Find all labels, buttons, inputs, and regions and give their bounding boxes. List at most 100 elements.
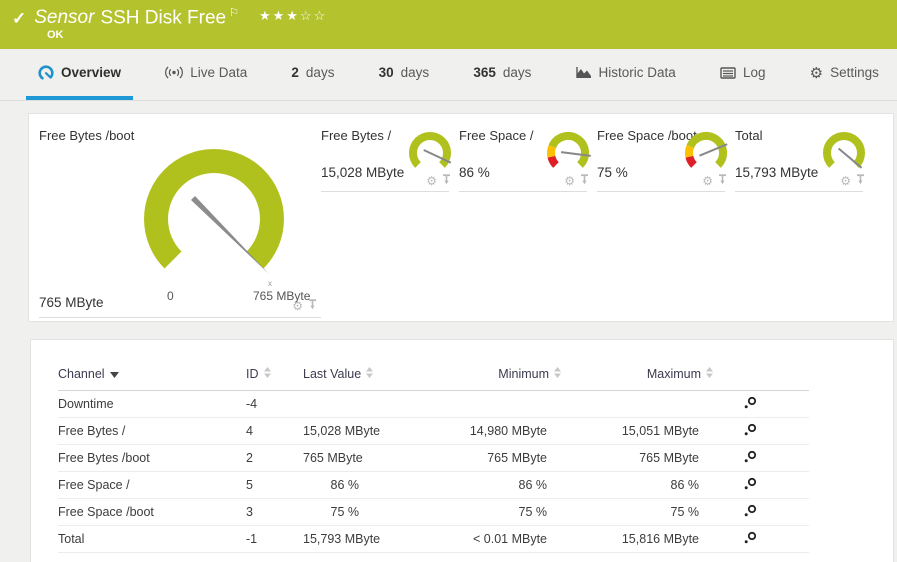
minimum-value: 75 % xyxy=(373,498,561,526)
channel-settings-icon[interactable] xyxy=(743,396,757,413)
pin-icon[interactable] xyxy=(856,172,865,190)
sensor-name: SSH Disk Free xyxy=(100,7,227,29)
last-value: 86 % xyxy=(303,471,373,499)
tab-label: days xyxy=(305,65,335,80)
pin-icon[interactable] xyxy=(580,172,589,190)
pin-icon[interactable] xyxy=(308,297,317,315)
tab-settings[interactable]: ⚙ Settings xyxy=(798,49,891,100)
pin-icon[interactable] xyxy=(718,172,727,190)
primary-gauge-cell[interactable]: Free Bytes /boot x 0 765 MByte 765 MByte… xyxy=(39,128,321,318)
tab-label: days xyxy=(502,65,532,80)
tab-number: 2 xyxy=(291,65,299,80)
channel-settings-icon[interactable] xyxy=(743,531,757,548)
maximum-value: 765 MByte xyxy=(561,444,713,472)
table-row[interactable]: Free Space /boot 3 75 % 75 % 75 % xyxy=(58,498,809,526)
column-header-last-value[interactable]: Last Value xyxy=(303,340,374,391)
channel-gear-icon[interactable]: ⚙ xyxy=(292,299,303,313)
column-header-id[interactable]: ID xyxy=(246,340,303,391)
status-check-icon: ✓ xyxy=(12,9,27,28)
column-header-maximum[interactable]: Maximum xyxy=(561,340,713,391)
channel-name: Free Bytes /boot xyxy=(58,444,246,472)
priority-stars[interactable]: ★★★☆☆ xyxy=(258,8,328,23)
channel-id: 3 xyxy=(246,498,303,526)
table-row[interactable]: Free Bytes /boot 2 765 MByte 765 MByte 7… xyxy=(58,444,809,472)
column-header-minimum[interactable]: Minimum xyxy=(373,340,561,391)
table-header-row: Channel ID Last Value Minimum Maximum xyxy=(58,340,809,391)
sort-both-icon xyxy=(554,367,561,381)
tab-historic-data[interactable]: Historic Data xyxy=(564,49,688,100)
channel-settings-icon[interactable] xyxy=(743,477,757,494)
column-header-channel[interactable]: Channel xyxy=(58,340,246,391)
status-badge: OK xyxy=(47,29,64,41)
tab-live-data[interactable]: Live Data xyxy=(153,49,259,100)
mini-gauge-cell-free-bytes-root[interactable]: Free Bytes / 15,028 MByte ⚙ xyxy=(321,128,459,192)
mini-gauge xyxy=(547,131,591,168)
mini-gauge xyxy=(685,131,728,168)
tab-365-days[interactable]: 365 days xyxy=(461,49,543,100)
channel-settings-icon[interactable] xyxy=(743,504,757,521)
channel-gear-icon[interactable]: ⚙ xyxy=(702,174,713,188)
maximum-value xyxy=(561,390,713,418)
mini-gauge-cell-total[interactable]: Total 15,793 MByte ⚙ xyxy=(735,128,873,192)
table-row[interactable]: Downtime -4 xyxy=(58,390,809,418)
last-value: 75 % xyxy=(303,498,373,526)
channel-id: 2 xyxy=(246,444,303,472)
mini-gauge-cell-free-space-root[interactable]: Free Space / 86 % ⚙ xyxy=(459,128,597,192)
channel-name: Free Space /boot xyxy=(58,498,246,526)
channel-name: Total xyxy=(58,525,246,553)
primary-gauge-title: Free Bytes /boot xyxy=(39,128,135,143)
channel-settings-icon[interactable] xyxy=(743,423,757,440)
tab-number: 30 xyxy=(378,65,394,80)
tab-strip: Overview Live Data 2 days 30 days 365 xyxy=(0,49,897,101)
tab-label: Overview xyxy=(61,65,122,80)
flag-icon[interactable]: ⚐ xyxy=(229,7,239,19)
channel-gear-icon[interactable]: ⚙ xyxy=(564,174,575,188)
mini-gauge-title: Free Space / xyxy=(459,128,534,143)
channel-id: 4 xyxy=(246,417,303,445)
log-list-icon xyxy=(720,66,736,79)
mini-gauge xyxy=(409,131,452,168)
mini-gauge xyxy=(823,131,865,169)
table-row[interactable]: Free Bytes / 4 15,028 MByte 14,980 MByte… xyxy=(58,417,809,445)
maximum-value: 15,816 MByte xyxy=(561,525,713,553)
sensor-type-label: Sensor xyxy=(34,7,95,29)
last-value: 15,028 MByte xyxy=(303,417,380,445)
channel-table-panel: Channel ID Last Value Minimum Maximum xyxy=(30,339,894,562)
overview-panel: Free Bytes /boot x 0 765 MByte 765 MByte… xyxy=(28,113,894,322)
tab-overview[interactable]: Overview xyxy=(26,49,134,100)
tab-label: days xyxy=(400,65,430,80)
sort-both-icon xyxy=(366,367,374,381)
channel-settings-icon[interactable] xyxy=(743,450,757,467)
channel-table: Channel ID Last Value Minimum Maximum xyxy=(58,340,809,553)
mini-gauge-cell-free-space-boot[interactable]: Free Space /boot 75 % ⚙ xyxy=(597,128,735,192)
tab-label: Log xyxy=(742,65,766,80)
maximum-value: 75 % xyxy=(561,498,713,526)
channel-id: 5 xyxy=(246,471,303,499)
pin-icon[interactable] xyxy=(442,172,451,190)
last-value: 765 MByte xyxy=(303,444,373,472)
mini-gauge-value: 75 % xyxy=(597,165,628,180)
mini-gauge-value: 15,793 MByte xyxy=(735,165,819,180)
primary-gauge-value: 765 MByte xyxy=(39,295,104,310)
mini-gauge-title: Free Bytes / xyxy=(321,128,392,143)
minimum-value: 14,980 MByte xyxy=(373,417,561,445)
maximum-value: 15,051 MByte xyxy=(561,417,713,445)
last-value: 15,793 MByte xyxy=(303,525,380,553)
tab-log[interactable]: Log xyxy=(708,49,778,100)
minimum-value: < 0.01 MByte xyxy=(373,525,561,553)
tab-30-days[interactable]: 30 days xyxy=(367,49,442,100)
minimum-value xyxy=(373,390,561,418)
table-row[interactable]: Free Space / 5 86 % 86 % 86 % xyxy=(58,471,809,499)
sort-desc-icon xyxy=(109,367,119,381)
sort-both-icon xyxy=(263,367,271,381)
mini-gauge-value: 86 % xyxy=(459,165,490,180)
mini-gauge-value: 15,028 MByte xyxy=(321,165,405,180)
tab-2-days[interactable]: 2 days xyxy=(279,49,346,100)
table-row[interactable]: Total -1 15,793 MByte < 0.01 MByte 15,81… xyxy=(58,525,809,553)
channel-name: Free Space / xyxy=(58,471,246,499)
channel-gear-icon[interactable]: ⚙ xyxy=(426,174,437,188)
page-title: Sensor SSH Disk Free ⚐ xyxy=(34,6,239,29)
tab-label: Settings xyxy=(830,65,879,80)
channel-gear-icon[interactable]: ⚙ xyxy=(840,174,851,188)
mini-gauge-title: Total xyxy=(735,128,763,143)
